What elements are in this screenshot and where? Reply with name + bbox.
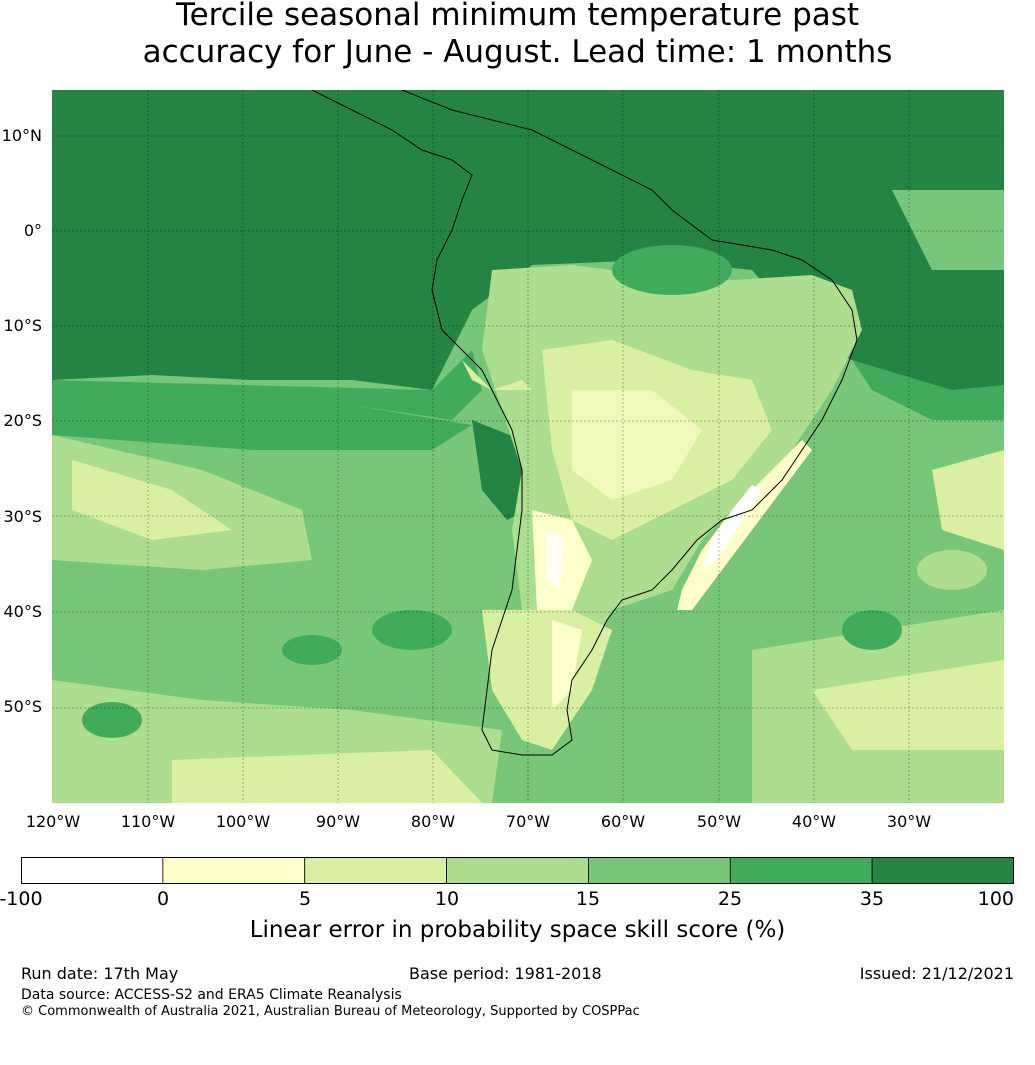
colorbar-tick: 10: [434, 888, 460, 910]
issued-date: Issued: 21/12/2021: [859, 964, 1014, 983]
colorbar-tick: -100: [0, 888, 43, 910]
colorbar-tick: 35: [859, 888, 885, 910]
dark-green-band: [52, 90, 1004, 400]
lon-label-110w: 110°W: [120, 812, 176, 831]
run-date: Run date: 17th May: [21, 964, 179, 983]
colorbar-cell: [21, 857, 164, 884]
colorbar-tick: 5: [298, 888, 312, 910]
lon-label-50w: 50°W: [696, 812, 742, 831]
colorbar-cell: [729, 857, 873, 884]
lat-label-10n: 10°N: [1, 126, 42, 145]
lat-label-0: 0°: [23, 221, 42, 240]
gridlines: [52, 90, 1004, 803]
lon-label-70w: 70°W: [505, 812, 551, 831]
skill-score-map: [52, 90, 1004, 803]
colorbar-cell: [162, 857, 306, 884]
copyright: © Commonwealth of Australia 2021, Austra…: [21, 1004, 640, 1019]
coastline: [311, 90, 858, 756]
colorbar-cell: [871, 857, 1014, 884]
base-period: Base period: 1981-2018: [409, 964, 602, 983]
lon-label-80w: 80°W: [410, 812, 456, 831]
data-source: Data source: ACCESS-S2 and ERA5 Climate …: [21, 987, 402, 1003]
lon-label-120w: 120°W: [25, 812, 81, 831]
chile-coast-dark: [472, 420, 527, 520]
colorbar-cell: [304, 857, 447, 884]
lat-label-40s: 40°S: [3, 602, 42, 621]
colorbar-cell: [588, 857, 731, 884]
lat-label-10s: 10°S: [3, 316, 42, 335]
lat-label-20s: 20°S: [3, 411, 42, 430]
lon-label-100w: 100°W: [215, 812, 271, 831]
colorbar-tick: 100: [977, 888, 1014, 910]
atlantic-coastal-streak: [677, 440, 812, 610]
map-title-line-2: accuracy for June - August. Lead time: 1…: [142, 34, 893, 70]
lat-label-30s: 30°S: [3, 507, 42, 526]
lat-label-50s: 50°S: [3, 697, 42, 716]
colorbar-tick: 0: [156, 888, 170, 910]
colorbar-tick: 15: [575, 888, 601, 910]
lon-label-30w: 30°W: [886, 812, 932, 831]
lon-label-40w: 40°W: [791, 812, 837, 831]
colorbar-label: Linear error in probability space skill …: [249, 917, 786, 943]
colorbar-tick: 25: [717, 888, 743, 910]
lon-label-60w: 60°W: [600, 812, 646, 831]
lon-label-90w: 90°W: [315, 812, 361, 831]
map-title-line-1: Tercile seasonal minimum temperature pas…: [175, 0, 860, 33]
colorbar: [21, 857, 1014, 884]
colorbar-cell: [446, 857, 589, 884]
